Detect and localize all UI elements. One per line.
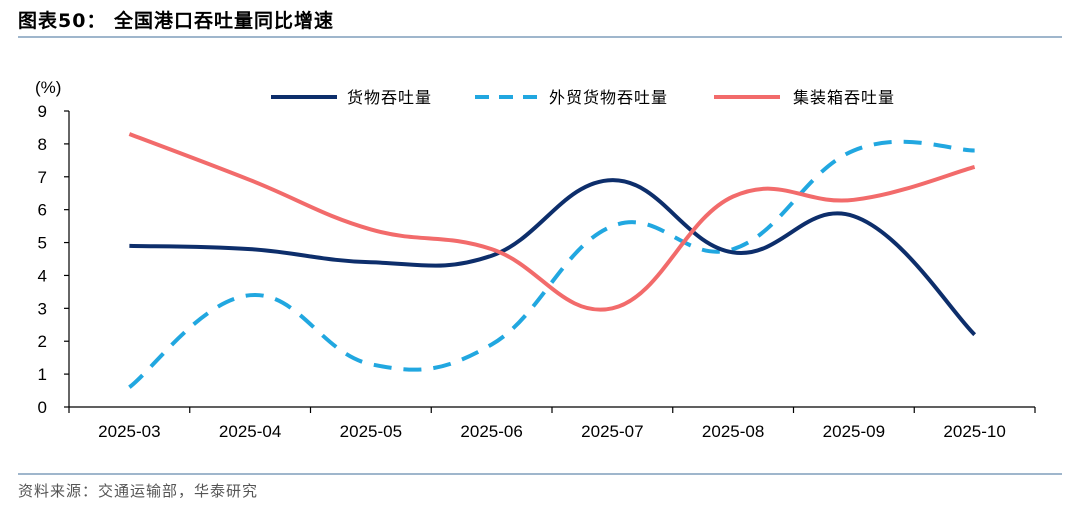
y-tick-label: 1 (38, 365, 47, 384)
x-tick-label: 2025-09 (823, 422, 885, 441)
x-tick-label: 2025-08 (702, 422, 764, 441)
y-tick-label: 0 (38, 398, 47, 417)
legend-label-3: 集装箱吞吐量 (793, 88, 895, 107)
source-note: 资料来源：交通运输部，华泰研究 (18, 482, 259, 500)
x-tick-label: 2025-10 (943, 422, 1005, 441)
series-layer (128, 132, 977, 389)
y-axis-label: (%) (35, 78, 61, 97)
y-tick-label: 2 (38, 332, 47, 351)
series-line-3 (128, 132, 976, 312)
x-tick-label: 2025-05 (340, 422, 402, 441)
y-tick-label: 5 (38, 234, 47, 253)
series-line-2 (128, 139, 975, 389)
x-tick-label: 2025-07 (581, 422, 643, 441)
source-divider (18, 473, 1062, 475)
title-divider (18, 36, 1062, 38)
legend-label-2: 外贸货物吞吐量 (549, 88, 668, 107)
chart-title: 图表50： 全国港口吞吐量同比增速 (18, 10, 335, 32)
x-tick-label: 2025-04 (219, 422, 281, 441)
y-tick-label: 4 (38, 266, 47, 285)
legend: 货物吞吐量 外贸货物吞吐量 集装箱吞吐量 (271, 88, 895, 107)
y-tick-label: 9 (38, 102, 47, 121)
legend-label-1: 货物吞吐量 (347, 88, 432, 107)
y-tick-label: 7 (38, 168, 47, 187)
axes: 0 1 2 3 4 5 6 7 8 9 (%) 2025-03 2025-04 2025-05 2025-0… (35, 78, 1036, 441)
y-tick-label: 3 (38, 299, 47, 318)
x-tick-label: 2025-06 (460, 422, 522, 441)
y-tick-label: 6 (38, 201, 47, 220)
y-tick-label: 8 (38, 135, 47, 154)
x-tick-label: 2025-03 (98, 422, 160, 441)
series-line-1 (129, 178, 977, 337)
